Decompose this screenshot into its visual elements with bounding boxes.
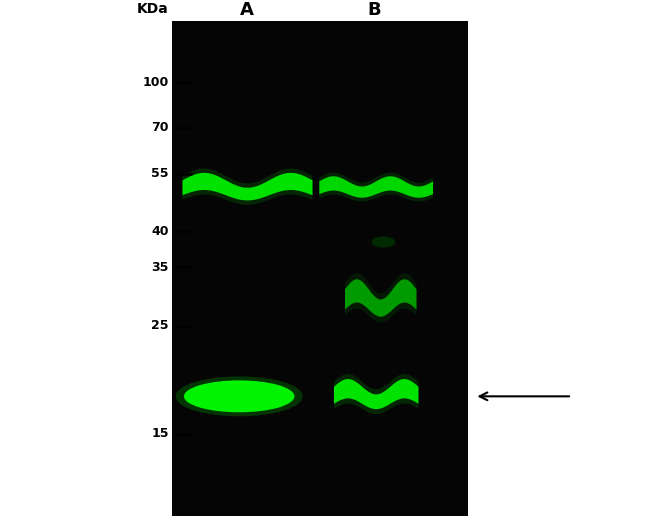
Text: 55: 55 [151, 168, 169, 180]
Ellipse shape [372, 237, 395, 247]
Text: 25: 25 [151, 319, 169, 332]
Text: 35: 35 [151, 261, 169, 273]
Ellipse shape [184, 380, 294, 412]
Text: A: A [240, 1, 254, 19]
Ellipse shape [370, 236, 397, 249]
Text: 40: 40 [151, 225, 169, 238]
Text: B: B [367, 1, 380, 19]
Text: 15: 15 [151, 427, 169, 440]
Text: KDa: KDa [137, 2, 169, 16]
Ellipse shape [176, 377, 303, 416]
Text: 70: 70 [151, 121, 169, 134]
Bar [172, 21, 468, 516]
Text: 100: 100 [143, 76, 169, 89]
